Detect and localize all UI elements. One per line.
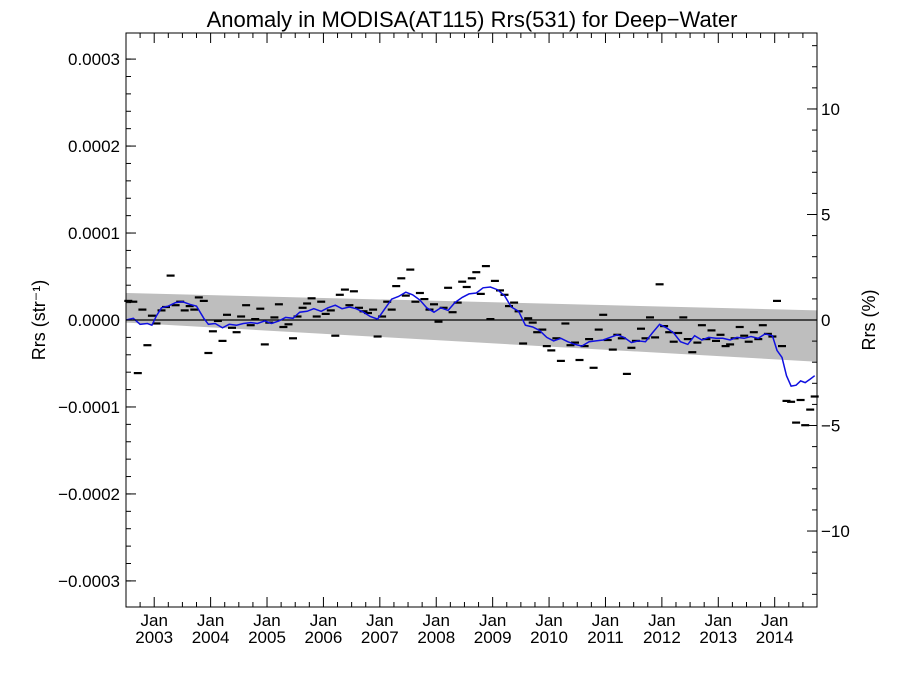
x-tick-month-label: Jan [761,611,788,630]
x-tick-year-label: 2009 [474,628,512,647]
left-tick-label: −0.0001 [58,398,120,417]
x-tick-month-label: Jan [253,611,280,630]
y-axis-label-right: Rrs (%) [859,290,879,351]
x-tick-year-label: 2004 [192,628,230,647]
plot-area [124,265,819,427]
x-tick-month-label: Jan [310,611,337,630]
left-tick-label: 0.0002 [68,137,120,156]
right-tick-label: 0 [821,311,830,330]
chart-title: Anomaly in MODISA(AT115) Rrs(531) for De… [207,7,738,32]
left-tick-label: −0.0002 [58,485,120,504]
x-tick-month-label: Jan [705,611,732,630]
x-tick-month-label: Jan [535,611,562,630]
left-tick-label: 0.0003 [68,50,120,69]
x-tick-year-label: 2003 [135,628,173,647]
x-tick-year-label: 2013 [699,628,737,647]
x-tick-year-label: 2007 [361,628,399,647]
x-tick-year-label: 2008 [417,628,455,647]
left-tick-label: 0.0000 [68,311,120,330]
uncertainty-band [126,293,817,362]
left-tick-label: 0.0001 [68,224,120,243]
x-tick-year-label: 2005 [248,628,286,647]
x-tick-year-label: 2010 [530,628,568,647]
x-tick-year-label: 2011 [587,628,624,647]
x-tick-month-label: Jan [140,611,167,630]
x-tick-year-label: 2006 [305,628,343,647]
right-tick-label: 10 [821,100,840,119]
x-tick-month-label: Jan [648,611,675,630]
x-tick-month-label: Jan [366,611,393,630]
x-tick-month-label: Jan [423,611,450,630]
y-axis-label-left: Rrs (str⁻¹) [29,280,49,360]
left-tick-label: −0.0003 [58,572,120,591]
axes: 0.0003 0.0002 0.0001 0.0000 −0.0001 −0.0002 −0… [58,32,850,647]
running-mean-line [125,286,816,387]
x-tick-month-label: Jan [592,611,619,630]
right-tick-label: −10 [821,522,850,541]
right-tick-label: 5 [821,205,830,224]
x-tick-year-label: 2014 [756,628,794,647]
x-tick-year-label: 2012 [643,628,681,647]
x-tick-month-label: Jan [197,611,224,630]
x-tick-month-label: Jan [479,611,506,630]
right-tick-label: −5 [821,417,840,436]
